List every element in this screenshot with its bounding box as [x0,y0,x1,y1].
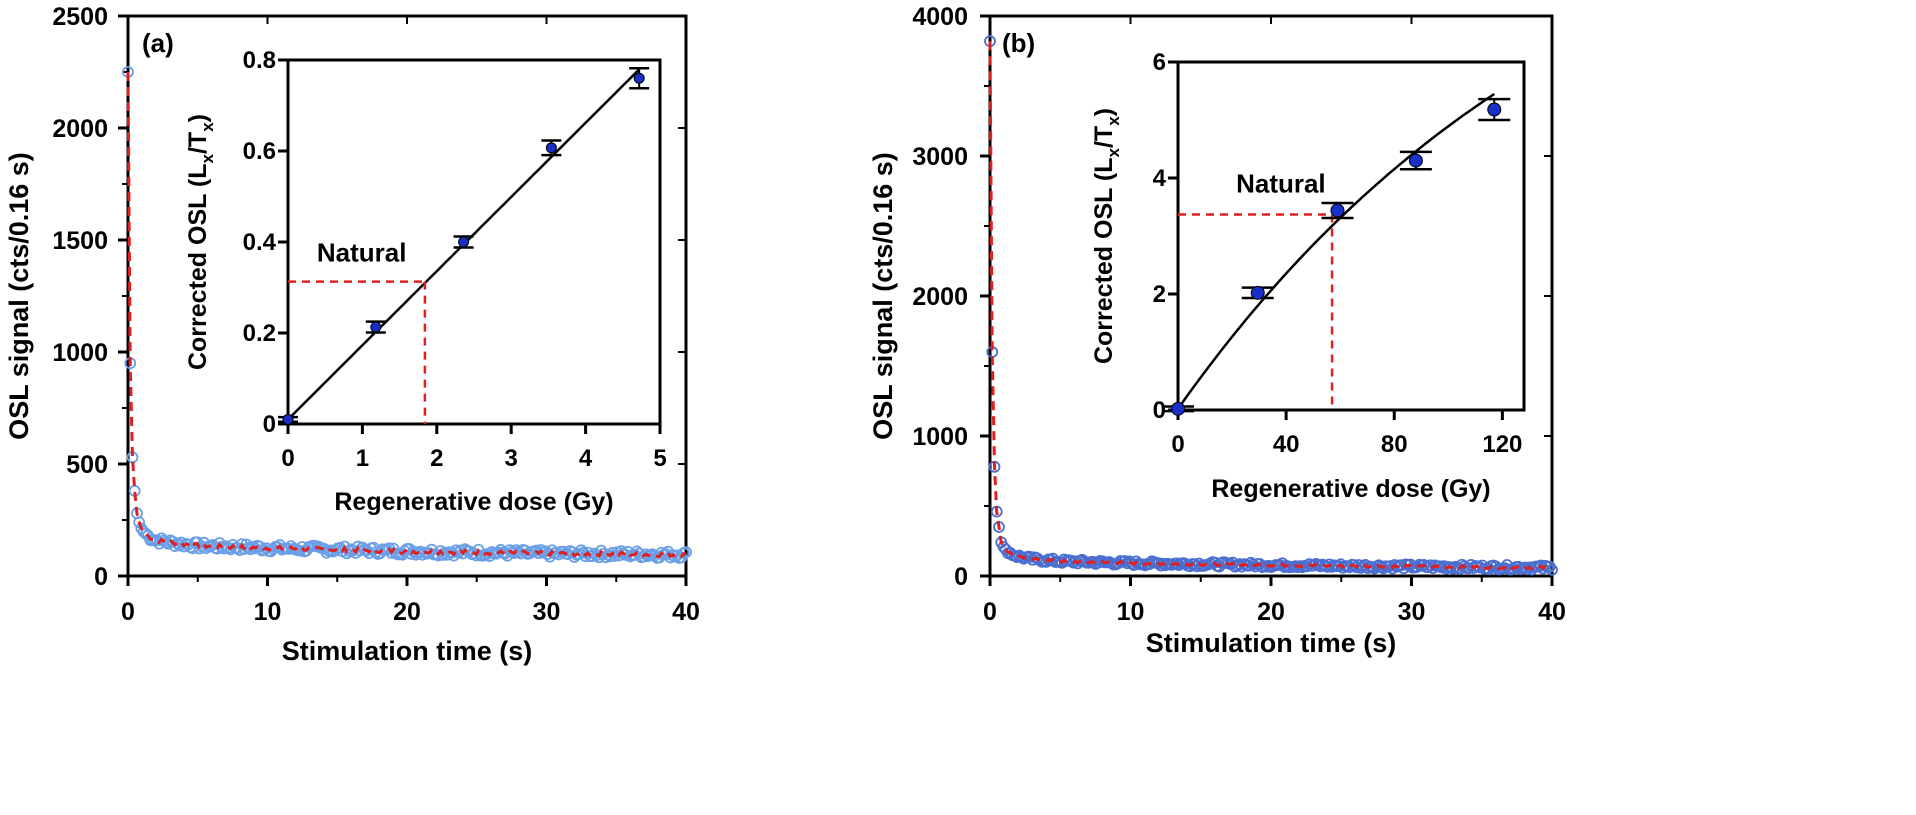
inset-fit-curve [1176,92,1495,410]
data-point [168,540,181,552]
inset-chart: 0 1 2 3 4 5 0 0.2 0.4 0.6 0.8 Regenerative dose (Gy… [184,47,667,516]
inset-x-tick-label: 0 [1171,431,1184,458]
inset-y-tick-label: 0.6 [243,138,276,165]
inset-y-label-subscript: x [198,122,217,132]
inset-y-axis-label: Corrected OSL (Lx/Tx) [1090,108,1123,364]
data-point [1546,563,1558,576]
inset-y-tick-label: 2 [1153,281,1166,308]
inset-y-label-part: Corrected OSL (L [1090,157,1118,364]
fit-line [988,41,1553,571]
inset-x-tick-label: 2 [430,445,443,472]
inset-y-label-part: /T [184,132,212,154]
y-axis-label: OSL signal (cts/0.16 s) [868,152,898,440]
inset-x-tick-label: 5 [653,445,666,472]
inset-frame [286,58,662,426]
inset-chart: 0 40 80 120 0 2 4 6 Regenerative dose (Gy) Correc… [1090,49,1526,503]
inset-y-tick-label: 0 [1153,397,1166,424]
x-tick-label: 10 [1117,598,1145,626]
inset-y-label-subscript: x [1104,147,1123,157]
data-point [1154,559,1167,572]
data-point [680,546,692,559]
x-tick-label: 40 [672,598,700,626]
data-point [664,551,677,564]
data-point [639,548,652,561]
inset-data-point [545,142,557,154]
data-point [1523,561,1536,574]
y-tick-label: 1000 [912,423,968,451]
y-tick-label: 1500 [52,227,108,255]
x-tick-label: 20 [1257,598,1285,626]
inset-x-axis-label: Regenerative dose (Gy) [334,488,613,516]
inset-y-label-part: /T [1090,126,1118,148]
x-tick-label: 20 [393,598,421,626]
inset-y-axis-label: Corrected OSL (Lx/Tx) [184,114,217,370]
x-tick-label: 10 [254,598,282,626]
data-point [1348,559,1361,572]
inset-data-point [370,321,382,333]
inset-data-point [1408,153,1423,168]
fit-line [126,71,687,559]
inset-data-point [1171,401,1185,416]
data-point [1307,559,1320,572]
data-point [532,547,545,560]
y-axis-label: OSL signal (cts/0.16 s) [4,152,34,440]
x-tick-label: 30 [533,598,561,626]
inset-x-tick-label: 4 [579,445,593,472]
inset-y-tick-label: 0.2 [243,320,276,347]
inset-x-tick-label: 120 [1482,431,1522,458]
inset-y-tick-label: 0.8 [243,47,276,74]
inset-x-axis-label: Regenerative dose (Gy) [1211,475,1490,503]
y-tick-label: 0 [94,563,108,591]
data-point [1015,551,1028,564]
inset-data-point [633,72,645,84]
y-tick-label: 4000 [912,3,968,31]
x-tick-label: 0 [121,598,135,626]
y-tick-label: 0 [954,563,968,591]
inset-x-tick-label: 0 [281,445,294,472]
y-tick-label: 2500 [52,3,108,31]
y-tick-label: 500 [66,451,108,479]
panel-a-chart: 0 10 20 30 4005001000150020002500Stimulation… [4,3,700,666]
x-axis-label: Stimulation time (s) [282,636,533,666]
y-tick-label: 1000 [52,339,108,367]
inset-y-label-part: Corrected OSL (L [184,163,212,370]
inset-y-label-subscript: x [198,153,217,163]
inset-y-label-part: ) [1090,108,1118,116]
natural-label: Natural [1236,169,1326,199]
x-tick-label: 40 [1538,598,1566,626]
panel-tag: (a) [142,28,174,58]
inset-y-tick-label: 6 [1153,49,1166,76]
inset-data-point [1487,102,1502,117]
x-axis-label: Stimulation time (s) [1146,628,1397,658]
inset-x-tick-label: 3 [505,445,518,472]
inset-x-tick-label: 1 [356,445,369,472]
panel-tag: (b) [1002,28,1035,58]
data-point [470,549,483,562]
data-point [133,516,146,529]
inset-y-tick-label: 4 [1153,165,1167,192]
natural-label: Natural [317,238,407,268]
inset-x-tick-label: 40 [1273,431,1300,458]
inset-data-point [1330,203,1345,218]
y-tick-label: 2000 [912,283,968,311]
inset-y-label-part: ) [184,114,212,122]
data-point [1321,560,1334,573]
inset-data-point [458,236,470,248]
inset-data-point [282,413,294,425]
x-tick-label: 0 [983,598,997,626]
inset-y-tick-label: 0.4 [243,229,277,256]
x-tick-label: 30 [1398,598,1426,626]
inset-y-tick-label: 0 [263,411,276,438]
y-tick-label: 2000 [52,115,108,143]
inset-x-tick-label: 80 [1381,431,1408,458]
data-point [416,548,429,561]
y-tick-label: 3000 [912,143,968,171]
inset-data-point [1250,285,1265,300]
inset-y-label-subscript: x [1104,116,1123,126]
inset-frame [1176,60,1526,412]
